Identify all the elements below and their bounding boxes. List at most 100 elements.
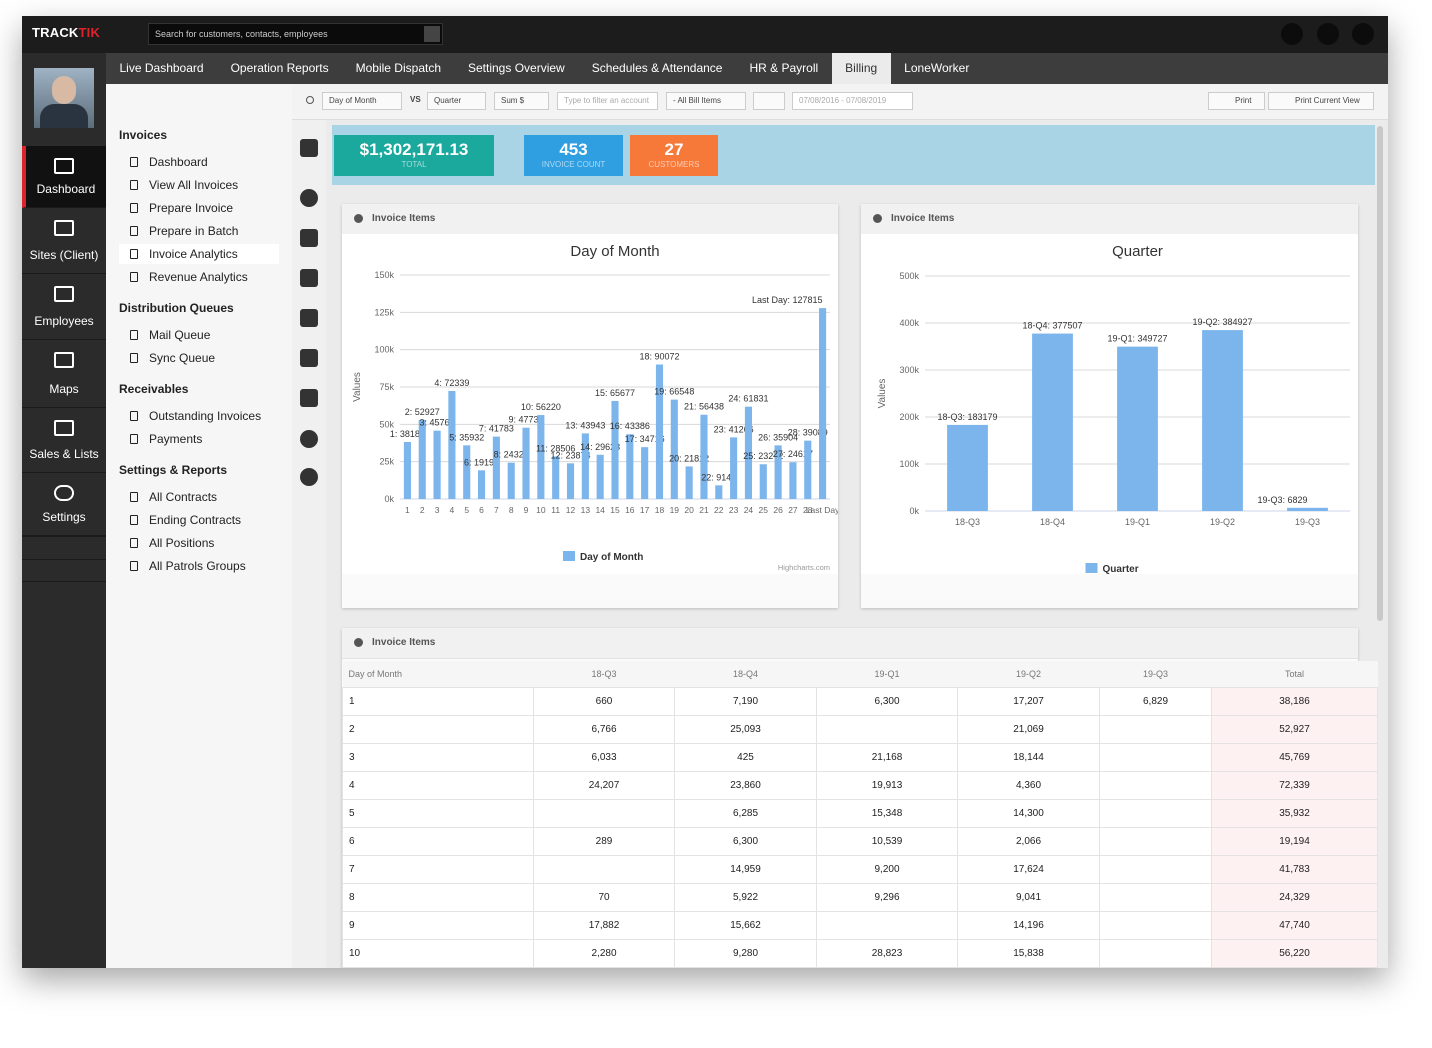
search-box[interactable]: Search for customers, contacts, employee… <box>148 23 443 45</box>
nav-tab[interactable]: LoneWorker <box>904 61 970 75</box>
menu-item[interactable]: Ending Contracts <box>119 510 279 530</box>
toolbar-control[interactable] <box>753 92 785 110</box>
search-button[interactable] <box>424 26 440 42</box>
data-label: 4: 72339 <box>434 378 469 388</box>
bar <box>730 437 738 499</box>
sidebar-item[interactable]: Maps <box>22 340 106 408</box>
x-tick-label: 3 <box>435 505 440 515</box>
sidebar-item[interactable]: Settings <box>22 473 106 536</box>
scrollbar[interactable] <box>1377 126 1383 621</box>
table-cell <box>1099 883 1212 912</box>
side-tool-icon[interactable] <box>300 430 318 448</box>
x-tick-label: 19-Q1 <box>1125 517 1150 527</box>
help-button[interactable] <box>1281 23 1303 45</box>
toolbar-control[interactable]: Print <box>1208 92 1265 110</box>
toolbar-control[interactable]: Type to filter an account <box>557 92 658 110</box>
menu-item[interactable]: All Positions <box>119 533 279 553</box>
menu-label: Ending Contracts <box>149 513 242 527</box>
sidebar-item[interactable]: Sales & Lists <box>22 408 106 473</box>
bar <box>1202 330 1243 511</box>
toolbar-control[interactable]: Sum $ <box>494 92 549 110</box>
screen-button[interactable] <box>1317 23 1339 45</box>
menu-item[interactable]: View All Invoices <box>119 175 279 195</box>
toolbar-control[interactable]: Quarter <box>427 92 486 110</box>
bar <box>596 454 604 499</box>
side-tool-icon[interactable] <box>300 349 318 367</box>
table-cell <box>533 799 675 828</box>
nav-tab[interactable]: HR & Payroll <box>749 61 819 75</box>
x-tick-label: 19-Q2 <box>1210 517 1235 527</box>
menu-item[interactable]: Prepare Invoice <box>119 198 279 218</box>
search-icon[interactable] <box>306 96 314 104</box>
nav-tab[interactable]: Billing <box>831 53 891 84</box>
menu-label: Prepare Invoice <box>149 201 234 215</box>
side-tool-icon[interactable] <box>300 468 318 486</box>
menu-item[interactable]: All Patrols Groups <box>119 556 279 576</box>
menu-item[interactable]: All Contracts <box>119 487 279 507</box>
sort-button[interactable] <box>22 559 106 582</box>
sidebar-icon <box>54 286 74 302</box>
table-cell <box>1099 827 1212 856</box>
table-cell: 56,220 <box>1211 939 1378 968</box>
nav-tab[interactable]: Schedules & Attendance <box>591 61 723 75</box>
sidebar-label: Employees <box>34 314 94 328</box>
side-tool-icon[interactable] <box>300 269 318 287</box>
table-cell <box>816 715 958 744</box>
share-button[interactable] <box>1352 23 1374 45</box>
toolbar-control[interactable]: 07/08/2016 - 07/08/2019 <box>792 92 913 110</box>
side-tool-icon[interactable] <box>300 229 318 247</box>
side-tool-icon[interactable] <box>300 389 318 407</box>
menu-heading: Settings & Reports <box>119 463 228 477</box>
switch-button[interactable] <box>22 536 106 560</box>
menu-item[interactable]: Payments <box>119 429 279 449</box>
menu-item[interactable]: Revenue Analytics <box>119 267 279 287</box>
sidebar-icon <box>54 158 74 174</box>
bar <box>403 441 411 499</box>
column-header: 19-Q3 <box>1099 661 1212 688</box>
sidebar-item[interactable]: Dashboard <box>22 146 106 208</box>
table-cell: 6,300 <box>816 687 958 716</box>
toolbar-control[interactable]: - All Bill Items <box>666 92 746 110</box>
toolbar-control[interactable]: Day of Month <box>322 92 402 110</box>
menu-heading: Invoices <box>119 128 168 142</box>
menu-icon <box>130 249 138 259</box>
menu-icon <box>130 353 138 363</box>
table-cell: 10,539 <box>816 827 958 856</box>
menu-item[interactable]: Sync Queue <box>119 348 279 368</box>
menu-item[interactable]: Prepare in Batch <box>119 221 279 241</box>
toolbar-control: VS <box>410 95 421 104</box>
data-label: 18-Q4: 377507 <box>1022 321 1082 331</box>
menu-icon <box>130 434 138 444</box>
bar <box>626 434 634 499</box>
x-tick-label: 7 <box>494 505 499 515</box>
data-label: 1: 38186 <box>390 429 425 439</box>
data-label: 2: 52927 <box>405 407 440 417</box>
sidebar-item[interactable]: Sites (Client) <box>22 208 106 274</box>
data-label: 9: 47739 <box>509 415 544 425</box>
menu-item[interactable]: Dashboard <box>119 152 279 172</box>
avatar[interactable] <box>34 68 94 128</box>
toolbar-control[interactable]: Print Current View <box>1268 92 1374 110</box>
side-tool-icon[interactable] <box>300 139 318 157</box>
data-label: 16: 43386 <box>610 421 650 431</box>
x-tick-label: 2 <box>420 505 425 515</box>
x-tick-label: 12 <box>566 505 576 515</box>
table-cell: 24,207 <box>533 771 675 800</box>
menu-label: Payments <box>149 432 203 446</box>
menu-icon <box>130 515 138 525</box>
table-row: 9 17,882 15,662 14,196 47,740 <box>342 911 1378 940</box>
nav-tab[interactable]: Mobile Dispatch <box>355 61 441 75</box>
icon-column <box>292 120 326 968</box>
table-cell: 7,190 <box>674 687 817 716</box>
menu-label: Invoice Analytics <box>149 247 238 261</box>
menu-item[interactable]: Invoice Analytics <box>119 244 279 264</box>
menu-item[interactable]: Outstanding Invoices <box>119 406 279 426</box>
sidebar-item[interactable]: Employees <box>22 274 106 340</box>
nav-tab[interactable]: Live Dashboard <box>119 61 204 75</box>
menu-item[interactable]: Mail Queue <box>119 325 279 345</box>
nav-tab[interactable]: Operation Reports <box>230 61 329 75</box>
side-tool-icon[interactable] <box>300 189 318 207</box>
nav-tab[interactable]: Settings Overview <box>468 61 565 75</box>
header-row: Day of Month 18-Q3 18-Q4 19-Q1 19-Q2 19-Q3 Tot… <box>342 661 1378 688</box>
side-tool-icon[interactable] <box>300 309 318 327</box>
